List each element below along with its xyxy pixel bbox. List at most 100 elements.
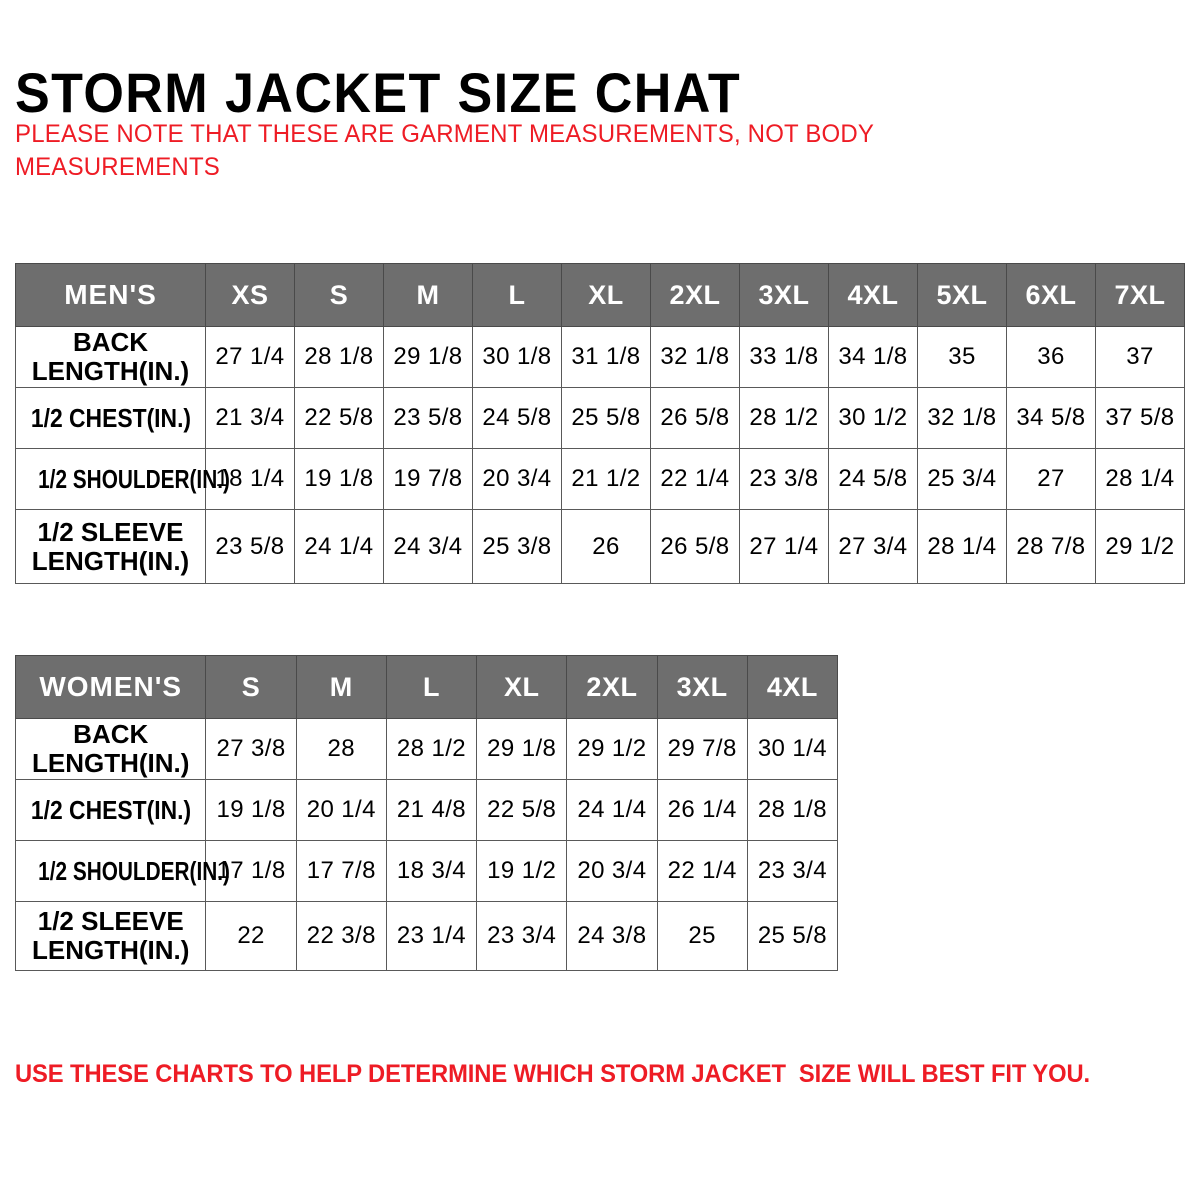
- note-use-charts: USE THESE CHARTS TO HELP DETERMINE WHICH…: [15, 1060, 1091, 1088]
- womens-row-label-back-length: BACK LENGTH(IN.): [14, 718, 207, 780]
- cell: 37: [1095, 326, 1185, 388]
- womens-header-row: WOMEN'S S M L XL 2XL 3XL 4XL: [14, 655, 839, 719]
- womens-corner-label: WOMEN'S: [14, 655, 207, 719]
- cell: 25 5/8: [561, 387, 651, 449]
- cell: 23 1/4: [385, 901, 478, 971]
- cell: 22 1/4: [656, 840, 748, 902]
- label-line: 1/2 CHEST(IN.): [30, 402, 192, 433]
- table-row: 1/2 CHEST(IN.) 19 1/8 20 1/4 21 4/8 22 5…: [14, 779, 839, 841]
- mens-col-m: M: [383, 263, 473, 327]
- label-line: 1/2 CHEST(IN.): [30, 794, 192, 825]
- page-title: STORM JACKET SIZE CHAT: [15, 60, 742, 124]
- cell: 22 5/8: [476, 779, 568, 841]
- cell: 20 1/4: [295, 779, 387, 841]
- cell: 29 1/8: [476, 718, 568, 780]
- cell: 27 1/4: [739, 509, 829, 584]
- cell: 28 1/2: [385, 718, 478, 780]
- womens-col-2xl: 2XL: [566, 655, 658, 719]
- cell: 23 3/8: [739, 448, 829, 510]
- womens-row-label-chest: 1/2 CHEST(IN.): [14, 779, 207, 841]
- womens-col-xl: XL: [476, 655, 568, 719]
- mens-col-6xl: 6XL: [1006, 263, 1096, 327]
- cell: 24 1/4: [566, 779, 658, 841]
- cell: 28 7/8: [1006, 509, 1096, 584]
- mens-col-l: L: [472, 263, 562, 327]
- mens-col-4xl: 4XL: [828, 263, 918, 327]
- mens-col-xs: XS: [205, 263, 295, 327]
- cell: 29 1/2: [566, 718, 658, 780]
- cell: 32 1/8: [917, 387, 1007, 449]
- mens-corner-label: MEN'S: [15, 263, 206, 327]
- cell: 36: [1006, 326, 1096, 388]
- table-row: 1/2 SLEEVE LENGTH(IN.) 22 22 3/8 23 1/4 …: [14, 901, 839, 971]
- womens-col-s: S: [205, 655, 297, 719]
- cell: 23 5/8: [383, 387, 473, 449]
- mens-row-label-shoulder: 1/2 SHOULDER(IN.): [15, 448, 230, 510]
- cell: 23 3/4: [476, 901, 568, 971]
- cell: 27: [1006, 448, 1096, 510]
- cell: 35: [917, 326, 1007, 388]
- cell: 21 4/8: [385, 779, 478, 841]
- cell: 19 7/8: [383, 448, 473, 510]
- mens-row-label-back-length: BACK LENGTH(IN.): [15, 326, 206, 388]
- cell: 27 3/4: [828, 509, 918, 584]
- cell: 19 1/8: [294, 448, 384, 510]
- cell: 33 1/8: [739, 326, 829, 388]
- cell: 28 1/4: [1095, 448, 1185, 510]
- cell: 34 5/8: [1006, 387, 1096, 449]
- cell: 17 7/8: [295, 840, 387, 902]
- cell: 21 1/2: [561, 448, 651, 510]
- cell: 31 1/8: [561, 326, 651, 388]
- cell: 26 5/8: [650, 509, 740, 584]
- cell: 34 1/8: [828, 326, 918, 388]
- cell: 23 5/8: [205, 509, 295, 584]
- cell: 28 1/8: [746, 779, 839, 841]
- cell: 26: [561, 509, 651, 584]
- mens-col-7xl: 7XL: [1095, 263, 1185, 327]
- cell: 18 3/4: [385, 840, 478, 902]
- cell: 24 3/8: [566, 901, 658, 971]
- womens-col-l: L: [385, 655, 478, 719]
- mens-row-label-chest: 1/2 CHEST(IN.): [15, 387, 206, 449]
- cell: 28 1/2: [739, 387, 829, 449]
- note-garment-measurements: PLEASE NOTE THAT THESE ARE GARMENT MEASU…: [15, 120, 874, 181]
- label-line: LENGTH(IN.): [32, 748, 190, 778]
- cell: 25 3/8: [472, 509, 562, 584]
- mens-col-s: S: [294, 263, 384, 327]
- label-line: 1/2 SLEEVE: [37, 516, 184, 547]
- cell: 25 3/4: [917, 448, 1007, 510]
- cell: 24 1/4: [294, 509, 384, 584]
- cell: 24 3/4: [383, 509, 473, 584]
- cell: 28 1/8: [294, 326, 384, 388]
- womens-size-table: WOMEN'S S M L XL 2XL 3XL 4XL BACK LENGTH…: [14, 655, 839, 971]
- mens-header-row: MEN'S XS S M L XL 2XL 3XL 4XL 5XL 6XL 7X…: [15, 263, 1185, 327]
- mens-row-label-sleeve-length: 1/2 SLEEVE LENGTH(IN.): [15, 509, 206, 584]
- cell: 37 5/8: [1095, 387, 1185, 449]
- table-row: 1/2 SHOULDER(IN.) 18 1/4 19 1/8 19 7/8 2…: [15, 448, 1185, 510]
- cell: 20 3/4: [566, 840, 658, 902]
- label-line: BACK: [72, 327, 149, 358]
- cell: 30 1/4: [746, 718, 839, 780]
- mens-col-5xl: 5XL: [917, 263, 1007, 327]
- cell: 22 5/8: [294, 387, 384, 449]
- cell: 26 1/4: [656, 779, 748, 841]
- cell: 30 1/8: [472, 326, 562, 388]
- table-row: BACK LENGTH(IN.) 27 3/8 28 28 1/2 29 1/8…: [14, 718, 839, 780]
- cell: 32 1/8: [650, 326, 740, 388]
- table-row: 1/2 SLEEVE LENGTH(IN.) 23 5/8 24 1/4 24 …: [15, 509, 1185, 584]
- cell: 23 3/4: [746, 840, 839, 902]
- cell: 27 3/8: [205, 718, 297, 780]
- table-row: 1/2 SHOULDER(IN.) 17 1/8 17 7/8 18 3/4 1…: [14, 840, 839, 902]
- label-line: BACK: [73, 719, 149, 750]
- cell: 28: [295, 718, 387, 780]
- label-line: 1/2 SHOULDER(IN.): [38, 855, 230, 886]
- table-row: BACK LENGTH(IN.) 27 1/4 28 1/8 29 1/8 30…: [15, 326, 1185, 388]
- label-line: LENGTH(IN.): [31, 545, 190, 576]
- cell: 28 1/4: [917, 509, 1007, 584]
- cell: 29 7/8: [656, 718, 748, 780]
- womens-row-label-sleeve-length: 1/2 SLEEVE LENGTH(IN.): [14, 901, 207, 971]
- cell: 18 1/4: [205, 448, 295, 510]
- womens-col-3xl: 3XL: [656, 655, 748, 719]
- cell: 29 1/2: [1095, 509, 1185, 584]
- cell: 22 3/8: [295, 901, 387, 971]
